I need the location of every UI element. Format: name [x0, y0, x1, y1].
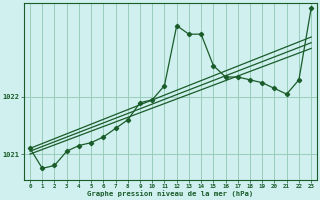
X-axis label: Graphe pression niveau de la mer (hPa): Graphe pression niveau de la mer (hPa): [87, 190, 254, 197]
